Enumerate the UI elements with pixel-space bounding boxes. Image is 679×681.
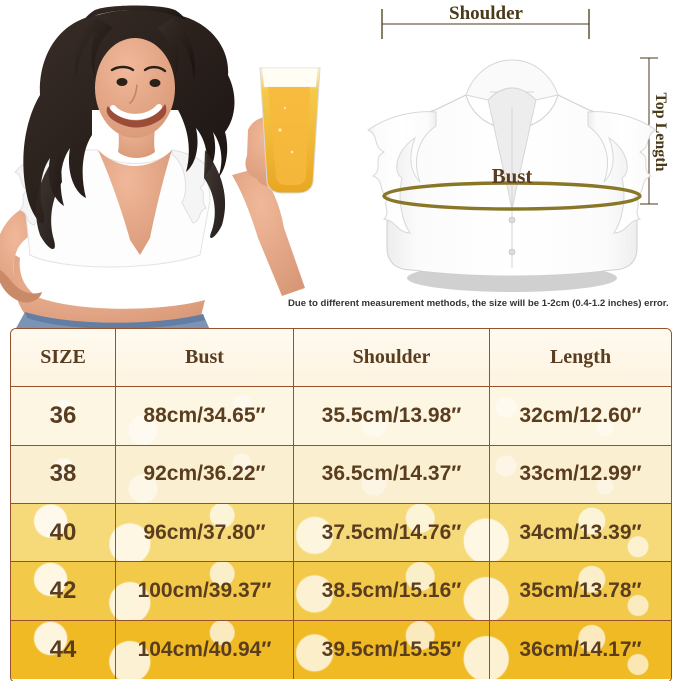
svg-text:Shoulder: Shoulder <box>449 3 523 24</box>
svg-text:Top Length: Top Length <box>652 93 669 172</box>
svg-text:Bust: Bust <box>492 164 533 188</box>
